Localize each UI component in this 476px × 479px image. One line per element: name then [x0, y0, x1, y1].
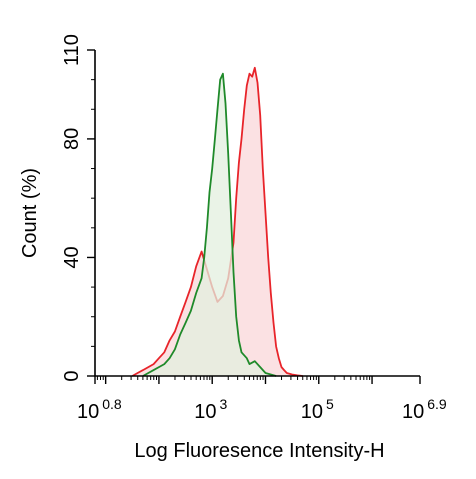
y-tick-label: 110 [61, 34, 83, 66]
series-layer [131, 66, 303, 377]
series-2-area [143, 73, 277, 376]
series-1-area [132, 67, 303, 377]
y-axis-label: Count (%) [19, 168, 41, 258]
series-1-line [131, 66, 303, 377]
x-axis-label: Log Fluoresence Intensity-H [134, 440, 384, 462]
series-2-line [142, 72, 277, 377]
x-tick-label: 10 6.9 [402, 396, 447, 423]
x-tick-label: 10 3 [194, 396, 227, 423]
y-tick-label: 80 [61, 128, 83, 150]
ticks-layer: 0 40 80 110 10 0.8 10 3 10 5 10 6.9 [61, 34, 447, 423]
y-tick-label: 40 [61, 246, 83, 268]
x-tick-label: 10 5 [301, 396, 334, 423]
x-tick-label: 10 0.8 [77, 396, 122, 423]
y-tick-label: 0 [61, 370, 83, 381]
